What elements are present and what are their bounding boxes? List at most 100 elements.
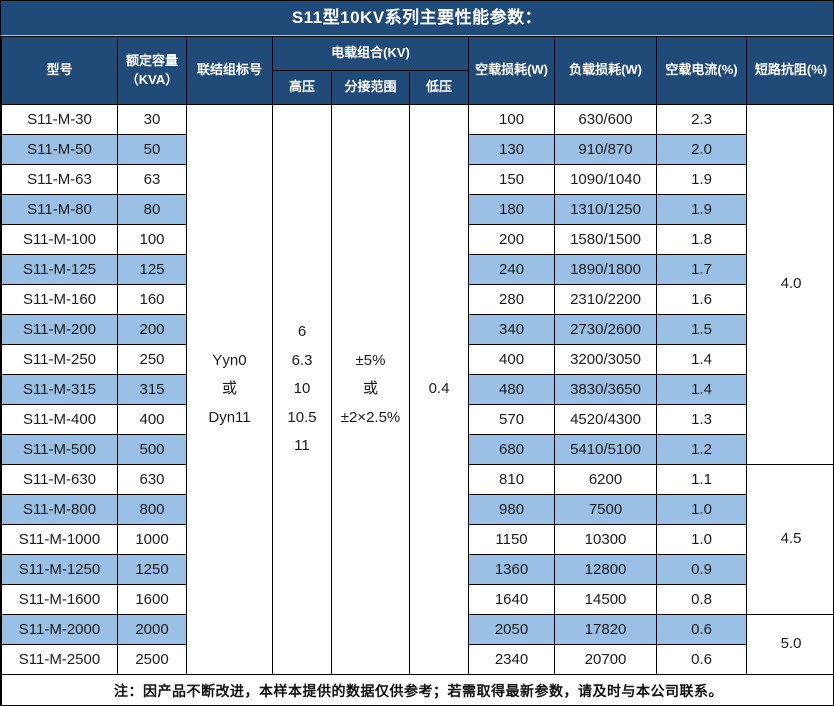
column-header-connection: 联结组标号 bbox=[186, 36, 273, 105]
cell-capacity: 50 bbox=[117, 134, 187, 165]
cell-capacity: 2000 bbox=[117, 614, 187, 645]
table-row: S11-M-2500 2500 2340 20700 0.6 bbox=[1, 644, 834, 675]
cell-load-loss: 1310/1250 bbox=[554, 194, 658, 225]
table-row: S11-M-500 500 680 5410/5100 1.2 bbox=[1, 434, 834, 465]
cell-no-load-loss: 280 bbox=[468, 284, 556, 315]
cell-model: S11-M-200 bbox=[1, 314, 118, 345]
cell-model: S11-M-1600 bbox=[1, 584, 118, 615]
cell-capacity: 63 bbox=[117, 164, 187, 195]
table-row: S11-M-80 80 180 1310/1250 1.9 bbox=[1, 194, 834, 225]
footer-row: 注：因产品不断改进，本样本提供的数据仅供参考；若需取得最新参数，请及时与本公司联… bbox=[1, 674, 833, 705]
cell-capacity: 400 bbox=[117, 404, 187, 435]
cell-no-load-current: 1.4 bbox=[656, 344, 748, 375]
cell-hv-merged: 6 6.3 10 10.5 11 bbox=[272, 104, 332, 675]
cell-load-loss: 17820 bbox=[554, 614, 658, 645]
cell-load-loss: 10300 bbox=[554, 524, 658, 555]
cell-no-load-current: 1.4 bbox=[656, 374, 748, 405]
cell-model: S11-M-160 bbox=[1, 284, 118, 315]
cell-no-load-loss: 680 bbox=[468, 434, 556, 465]
cell-capacity: 2500 bbox=[117, 644, 187, 675]
table-row: S11-M-1600 1600 1640 14500 0.8 bbox=[1, 584, 834, 615]
column-header-hv: 高压 bbox=[272, 70, 332, 105]
cell-model: S11-M-63 bbox=[1, 164, 118, 195]
header-row-top: 型号 额定容量 （KVA） 联结组标号 电载组合(KV) 空载损耗(W) 负载损… bbox=[1, 36, 833, 105]
table-row: S11-M-2000 2000 2050 17820 0.6 5.0 bbox=[1, 614, 833, 675]
cell-impedance-group-2: 4.5 bbox=[746, 464, 833, 615]
cell-no-load-loss: 180 bbox=[468, 194, 556, 225]
cell-capacity: 1250 bbox=[117, 554, 187, 585]
cell-lv-merged: 0.4 bbox=[408, 104, 470, 675]
cell-load-loss: 1890/1800 bbox=[554, 254, 658, 285]
column-header-lv: 低压 bbox=[408, 70, 470, 105]
column-header-model: 型号 bbox=[1, 36, 118, 105]
column-header-capacity: 额定容量 （KVA） bbox=[117, 36, 187, 105]
cell-no-load-loss: 2050 bbox=[468, 614, 556, 645]
table-row: S11-M-1250 1250 1360 12800 0.9 bbox=[1, 554, 834, 585]
table-row: S11-M-50 50 130 910/870 2.0 bbox=[1, 134, 834, 165]
cell-load-loss: 2730/2600 bbox=[554, 314, 658, 345]
cell-model: S11-M-400 bbox=[1, 404, 118, 435]
cell-capacity: 100 bbox=[117, 224, 187, 255]
cell-no-load-current: 2.0 bbox=[656, 134, 748, 165]
table-row: S11-M-125 125 240 1890/1800 1.7 bbox=[1, 254, 834, 285]
cell-load-loss: 12800 bbox=[554, 554, 658, 585]
cell-load-loss: 910/870 bbox=[554, 134, 658, 165]
cell-load-loss: 6200 bbox=[554, 464, 658, 495]
cell-no-load-current: 1.0 bbox=[656, 494, 748, 525]
cell-no-load-loss: 480 bbox=[468, 374, 556, 405]
cell-load-loss: 1090/1040 bbox=[554, 164, 658, 195]
header-row-sub: 高压 分接范围 低压 bbox=[2, 70, 834, 105]
cell-no-load-loss: 240 bbox=[468, 254, 556, 285]
column-header-no-load-current: 空载电流(%) bbox=[656, 36, 748, 105]
cell-model: S11-M-2000 bbox=[1, 614, 118, 645]
cell-no-load-current: 1.5 bbox=[656, 314, 748, 345]
cell-capacity: 200 bbox=[117, 314, 187, 345]
cell-no-load-loss: 1150 bbox=[468, 524, 556, 555]
cell-capacity: 250 bbox=[117, 344, 187, 375]
table-row: S11-M-315 315 480 3830/3650 1.4 bbox=[1, 374, 834, 405]
cell-tap-range-merged: ±5% 或 ±2×2.5% bbox=[331, 104, 410, 675]
cell-no-load-loss: 150 bbox=[468, 164, 556, 195]
cell-load-loss: 3200/3050 bbox=[554, 344, 658, 375]
page-title: S11型10KV系列主要性能参数： bbox=[1, 1, 833, 36]
cell-model: S11-M-2500 bbox=[1, 644, 118, 675]
cell-no-load-current: 1.3 bbox=[656, 404, 748, 435]
cell-impedance-group-1: 4.0 bbox=[746, 104, 833, 465]
cell-model: S11-M-800 bbox=[1, 494, 118, 525]
cell-model: S11-M-50 bbox=[1, 134, 118, 165]
cell-no-load-loss: 200 bbox=[468, 224, 556, 255]
cell-no-load-current: 1.8 bbox=[656, 224, 748, 255]
cell-capacity: 30 bbox=[117, 104, 187, 135]
cell-load-loss: 2310/2200 bbox=[554, 284, 658, 315]
column-header-voltage-group: 电载组合(KV) bbox=[271, 36, 470, 71]
cell-no-load-current: 1.1 bbox=[656, 464, 748, 495]
cell-capacity: 1600 bbox=[117, 584, 187, 615]
cell-no-load-current: 1.0 bbox=[656, 524, 748, 555]
cell-no-load-loss: 130 bbox=[468, 134, 556, 165]
cell-capacity: 125 bbox=[117, 254, 187, 285]
cell-no-load-current: 0.6 bbox=[656, 614, 748, 645]
cell-load-loss: 20700 bbox=[554, 644, 658, 675]
table-row: S11-M-800 800 980 7500 1.0 bbox=[1, 494, 834, 525]
column-header-load-loss: 负载损耗(W) bbox=[554, 36, 658, 105]
cell-no-load-loss: 1640 bbox=[468, 584, 556, 615]
cell-capacity: 630 bbox=[117, 464, 187, 495]
cell-load-loss: 5410/5100 bbox=[554, 434, 658, 465]
cell-load-loss: 7500 bbox=[554, 494, 658, 525]
cell-no-load-current: 1.6 bbox=[656, 284, 748, 315]
column-header-impedance: 短路抗阻(%) bbox=[746, 36, 833, 105]
cell-load-loss: 630/600 bbox=[554, 104, 658, 135]
cell-capacity: 800 bbox=[117, 494, 187, 525]
cell-no-load-loss: 810 bbox=[468, 464, 556, 495]
cell-no-load-current: 1.9 bbox=[656, 164, 748, 195]
cell-model: S11-M-1000 bbox=[1, 524, 118, 555]
cell-load-loss: 3830/3650 bbox=[554, 374, 658, 405]
cell-no-load-loss: 340 bbox=[468, 314, 556, 345]
table-row: S11-M-30 30 Yyn0 或 Dyn11 6 6.3 10 10.5 1… bbox=[1, 104, 833, 675]
table-row: S11-M-200 200 340 2730/2600 1.5 bbox=[1, 314, 834, 345]
cell-model: S11-M-100 bbox=[1, 224, 118, 255]
cell-capacity: 160 bbox=[117, 284, 187, 315]
cell-load-loss: 14500 bbox=[554, 584, 658, 615]
column-header-tap-range: 分接范围 bbox=[331, 70, 410, 105]
